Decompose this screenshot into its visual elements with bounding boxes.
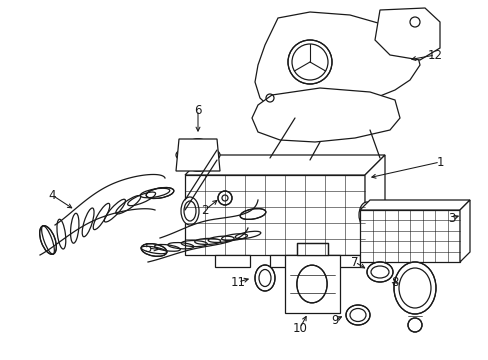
Polygon shape: [285, 255, 339, 313]
Circle shape: [176, 151, 183, 159]
Ellipse shape: [141, 244, 166, 256]
Polygon shape: [359, 200, 469, 210]
Polygon shape: [254, 12, 419, 118]
Circle shape: [212, 151, 220, 159]
Polygon shape: [364, 155, 384, 255]
Ellipse shape: [179, 139, 217, 171]
Text: 12: 12: [427, 49, 442, 62]
Ellipse shape: [254, 265, 274, 291]
Text: 10: 10: [292, 321, 307, 334]
Text: 3: 3: [447, 212, 455, 225]
Circle shape: [218, 191, 231, 205]
Text: 4: 4: [48, 189, 56, 202]
Ellipse shape: [181, 197, 199, 225]
Ellipse shape: [366, 262, 392, 282]
Polygon shape: [251, 88, 399, 142]
Ellipse shape: [296, 265, 326, 303]
Ellipse shape: [358, 202, 374, 228]
Text: 7: 7: [350, 256, 358, 269]
Text: 9: 9: [330, 314, 338, 327]
Ellipse shape: [146, 188, 173, 198]
Polygon shape: [184, 175, 364, 255]
Text: 5: 5: [144, 242, 151, 255]
Polygon shape: [176, 139, 220, 171]
Polygon shape: [215, 255, 249, 267]
Text: 1: 1: [435, 156, 443, 168]
Ellipse shape: [393, 262, 435, 314]
Text: 6: 6: [194, 104, 202, 117]
Polygon shape: [459, 200, 469, 262]
Polygon shape: [325, 255, 359, 267]
Polygon shape: [269, 255, 305, 267]
Ellipse shape: [40, 226, 56, 254]
Ellipse shape: [240, 208, 265, 219]
Polygon shape: [296, 243, 327, 255]
Ellipse shape: [346, 305, 369, 325]
Circle shape: [407, 318, 421, 332]
Text: 11: 11: [230, 275, 245, 288]
Polygon shape: [374, 8, 439, 60]
Polygon shape: [359, 210, 459, 262]
Text: 8: 8: [390, 275, 398, 288]
Polygon shape: [184, 155, 384, 175]
Circle shape: [287, 40, 331, 84]
Text: 2: 2: [201, 203, 208, 216]
